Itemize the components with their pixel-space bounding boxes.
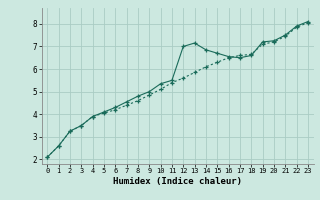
X-axis label: Humidex (Indice chaleur): Humidex (Indice chaleur) bbox=[113, 177, 242, 186]
